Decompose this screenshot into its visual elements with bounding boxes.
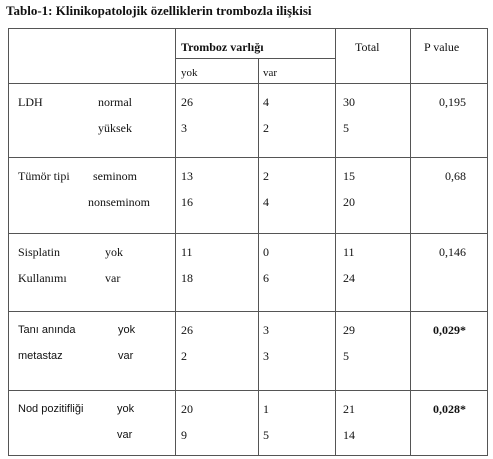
- cell-var: 4: [263, 95, 269, 109]
- cell-p-value: 0,146: [439, 245, 466, 259]
- row-category: normal: [98, 95, 132, 109]
- cell-yok: 20: [181, 402, 193, 416]
- row-category: yok: [105, 245, 123, 259]
- cell-total: 24: [343, 271, 355, 285]
- row-label: LDH: [18, 95, 43, 109]
- border: [8, 390, 488, 391]
- cell-yok: 3: [181, 121, 187, 135]
- cell-var: 2: [263, 169, 269, 183]
- row-label: Sisplatin: [18, 245, 61, 259]
- cell-yok: 16: [181, 195, 193, 209]
- cell-yok: 26: [181, 323, 193, 337]
- cell-yok: 18: [181, 271, 193, 285]
- cell-var: 3: [263, 323, 269, 337]
- row-category: var: [117, 429, 133, 441]
- row-category: seminom: [93, 169, 137, 183]
- border: [8, 28, 9, 456]
- header-var: var: [263, 67, 278, 79]
- row-label: Kullanımı: [18, 271, 67, 285]
- row-label: Tanı anında: [18, 324, 76, 336]
- border: [8, 455, 488, 456]
- cell-var: 2: [263, 121, 269, 135]
- row-category: var: [118, 350, 134, 362]
- header-p-value: P value: [424, 40, 460, 54]
- row-label: Nod pozitifliği: [18, 403, 84, 415]
- cell-total: 11: [343, 245, 355, 259]
- cell-yok: 11: [181, 245, 193, 259]
- cell-p-value: 0,68: [445, 169, 466, 183]
- cell-yok: 13: [181, 169, 193, 183]
- cell-yok: 2: [181, 349, 187, 363]
- border: [487, 28, 488, 456]
- border: [8, 233, 488, 234]
- cell-yok: 26: [181, 95, 193, 109]
- row-category: var: [105, 271, 121, 285]
- cell-total: 30: [343, 95, 355, 109]
- cell-var: 6: [263, 271, 269, 285]
- table-title: Tablo-1: Klinikopatolojik özelliklerin t…: [6, 3, 312, 18]
- cell-total: 15: [343, 169, 355, 183]
- border: [335, 28, 336, 456]
- cell-var: 1: [263, 402, 269, 416]
- cell-var: 4: [263, 195, 269, 209]
- row-category: yüksek: [98, 121, 132, 135]
- cell-total: 5: [343, 349, 349, 363]
- cell-p-value: 0,028*: [433, 402, 466, 416]
- row-category: nonseminom: [88, 195, 150, 209]
- cell-var: 5: [263, 428, 269, 442]
- cell-p-value: 0,195: [439, 95, 466, 109]
- border: [410, 28, 411, 456]
- border: [175, 28, 176, 456]
- row-category: yok: [117, 403, 135, 415]
- cell-total: 20: [343, 195, 355, 209]
- cell-yok: 9: [181, 428, 187, 442]
- border: [258, 58, 259, 456]
- border: [8, 311, 488, 312]
- row-category: yok: [118, 324, 136, 336]
- header-total: Total: [355, 40, 380, 54]
- row-label: metastaz: [18, 350, 63, 362]
- header-group: Tromboz varlığı: [181, 40, 264, 54]
- cell-var: 0: [263, 245, 269, 259]
- border: [175, 58, 335, 59]
- cell-total: 5: [343, 121, 349, 135]
- border: [8, 83, 488, 84]
- header-yok: yok: [181, 67, 198, 79]
- border: [8, 28, 488, 29]
- cell-total: 14: [343, 428, 355, 442]
- border: [8, 157, 488, 158]
- row-label: Tümör tipi: [18, 169, 70, 183]
- cell-total: 21: [343, 402, 355, 416]
- cell-total: 29: [343, 323, 355, 337]
- cell-p-value: 0,029*: [433, 323, 466, 337]
- cell-var: 3: [263, 349, 269, 363]
